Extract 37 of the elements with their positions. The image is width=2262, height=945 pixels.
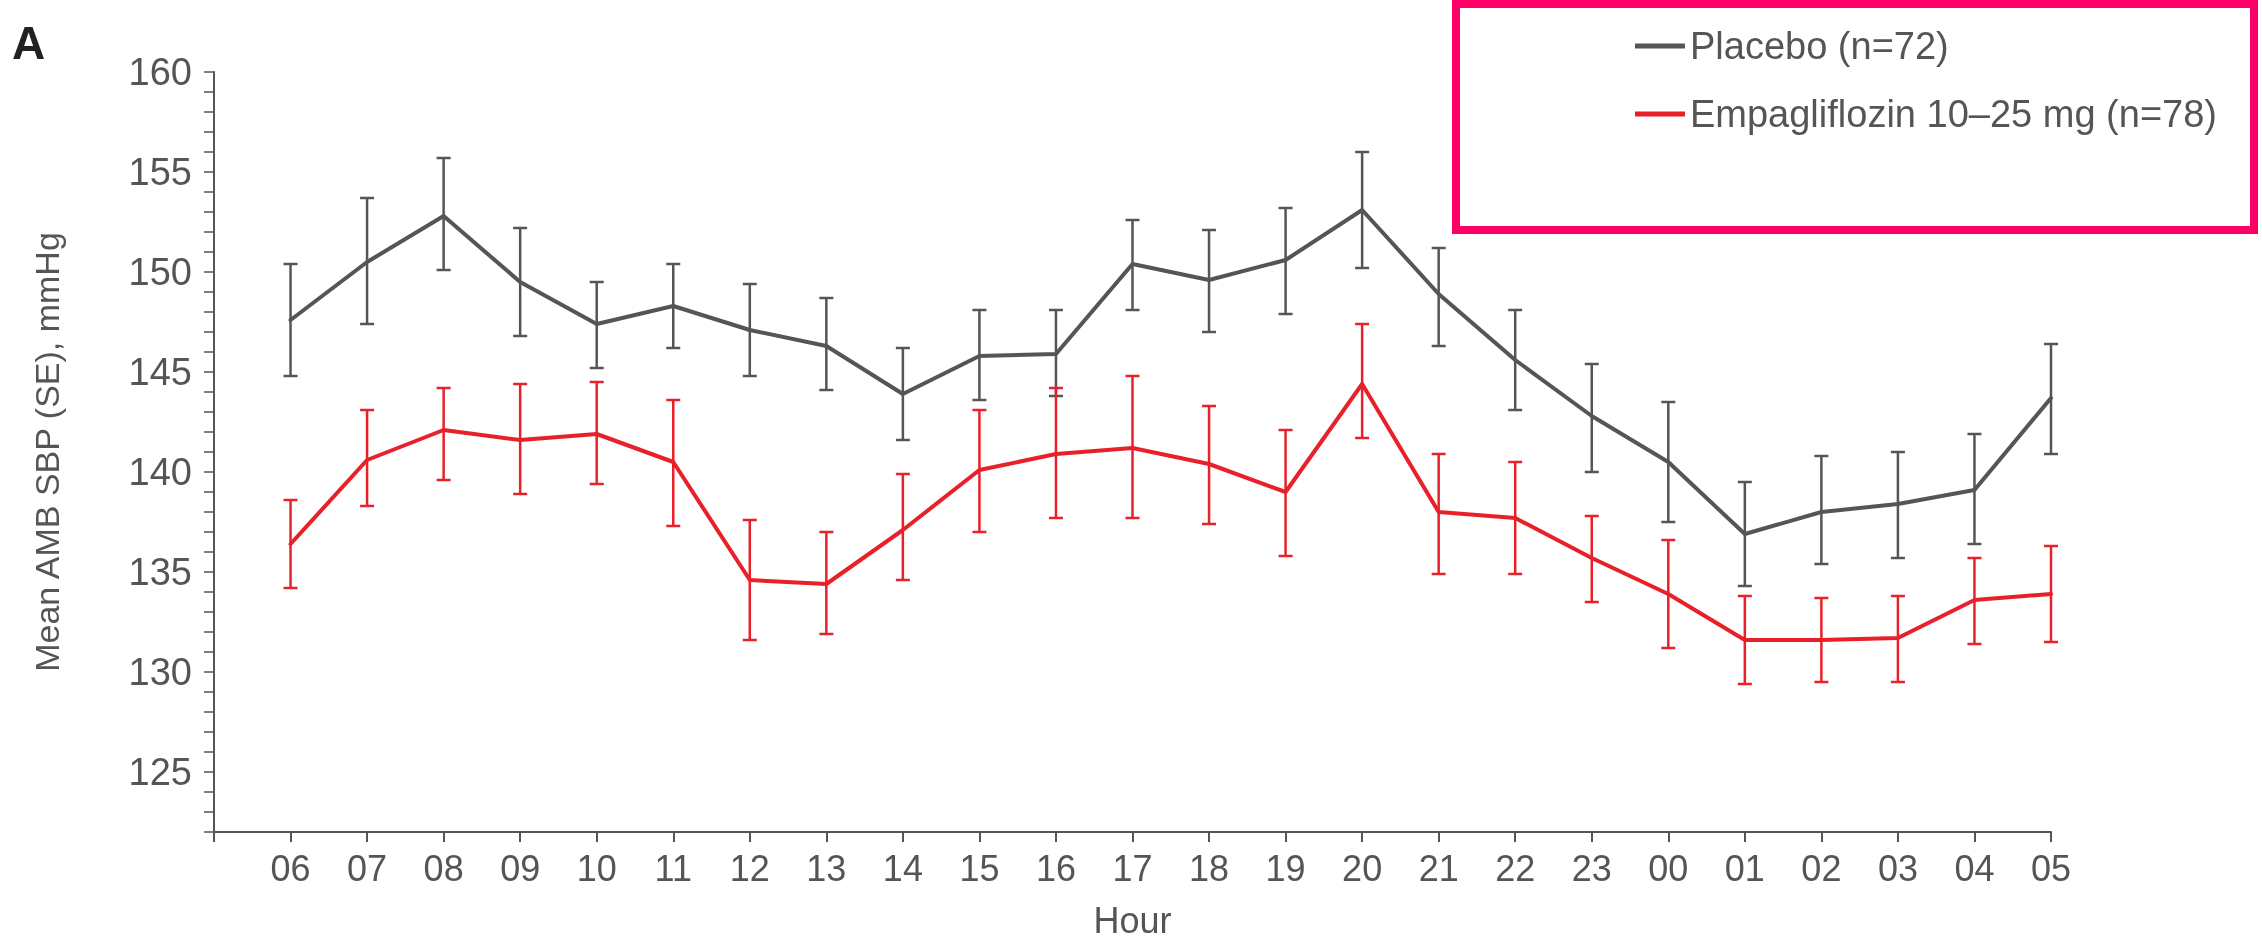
x-tick-label: 01 xyxy=(1724,847,1765,889)
y-tick-label: 145 xyxy=(128,351,192,393)
x-tick-label: 17 xyxy=(1112,847,1153,889)
x-tick-label: 03 xyxy=(1877,847,1918,889)
x-tick-label: 09 xyxy=(500,847,541,889)
x-tick-label: 15 xyxy=(959,847,1000,889)
x-tick-label: 19 xyxy=(1265,847,1306,889)
x-tick-label: 02 xyxy=(1801,847,1842,889)
y-tick-label: 160 xyxy=(128,51,192,93)
y-tick-label: 155 xyxy=(128,151,192,193)
x-tick-label: 08 xyxy=(423,847,464,889)
y-tick-label: 130 xyxy=(128,651,192,693)
x-tick-label: 22 xyxy=(1495,847,1536,889)
y-tick-label: 150 xyxy=(128,251,192,293)
x-tick-label: 12 xyxy=(729,847,770,889)
x-axis-title: Hour xyxy=(1093,899,1172,941)
x-tick-label: 10 xyxy=(576,847,617,889)
legend-label: Placebo (n=72) xyxy=(1689,25,1949,67)
y-axis-title: Mean AMB SBP (SE), mmHg xyxy=(28,232,66,672)
x-tick-label: 07 xyxy=(347,847,388,889)
y-tick-label: 125 xyxy=(128,751,192,793)
legend-label: Empagliflozin 10–25 mg (n=78) xyxy=(1689,93,2217,135)
x-tick-label: 13 xyxy=(806,847,847,889)
x-tick-label: 23 xyxy=(1571,847,1612,889)
x-tick-label: 00 xyxy=(1648,847,1689,889)
text: A xyxy=(12,17,46,69)
y-tick-label: 140 xyxy=(128,451,192,493)
x-tick-label: 20 xyxy=(1342,847,1383,889)
x-tick-label: 04 xyxy=(1954,847,1995,889)
x-tick-label: 16 xyxy=(1035,847,1076,889)
x-tick-label: 06 xyxy=(270,847,311,889)
x-tick-label: 05 xyxy=(2030,847,2072,889)
x-tick-label: 21 xyxy=(1418,847,1459,889)
x-tick-label: 11 xyxy=(654,847,692,889)
y-tick-label: 135 xyxy=(128,551,192,593)
x-tick-label: 18 xyxy=(1189,847,1230,889)
x-tick-label: 14 xyxy=(882,847,923,889)
